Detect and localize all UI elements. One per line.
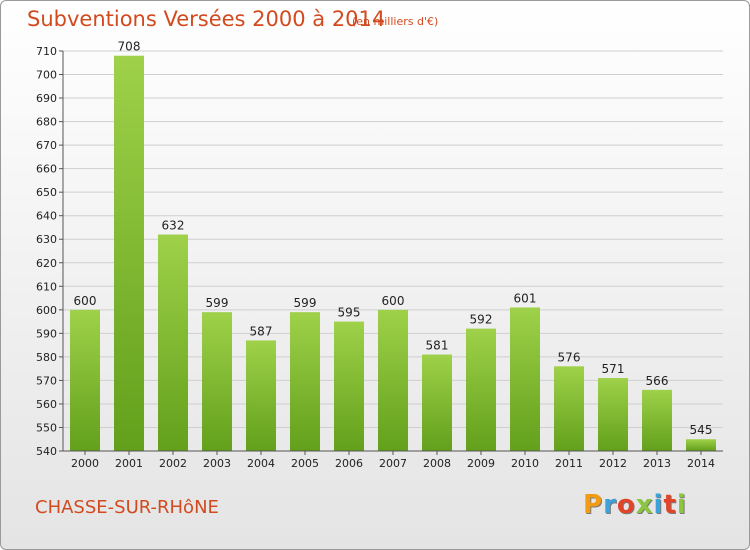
bar-2005 xyxy=(290,312,320,451)
x-tick-label-2008: 2008 xyxy=(423,457,451,470)
logo-letter: x xyxy=(635,490,654,520)
bar-2013 xyxy=(642,389,672,451)
x-tick-label-2012: 2012 xyxy=(599,457,627,470)
data-label-2007: 600 xyxy=(382,294,405,308)
place-name: CHASSE-SUR-RHôNE xyxy=(35,497,219,518)
bars xyxy=(70,55,716,452)
y-tick-label: 600 xyxy=(36,304,57,317)
bar-2009 xyxy=(466,328,496,451)
data-label-2001: 708 xyxy=(118,40,141,54)
x-tick-label-2006: 2006 xyxy=(335,457,363,470)
y-tick-label: 540 xyxy=(36,445,57,458)
y-tick-label: 590 xyxy=(36,327,57,340)
bar-2011 xyxy=(554,366,584,451)
logo-letter: P xyxy=(583,490,604,520)
data-label-2006: 595 xyxy=(338,306,361,320)
x-tick-label-2001: 2001 xyxy=(115,457,143,470)
y-tick-label: 580 xyxy=(36,351,57,364)
logo-letter: t xyxy=(663,490,677,520)
x-tick-label-2000: 2000 xyxy=(71,457,99,470)
data-label-2014: 545 xyxy=(690,423,713,437)
data-label-2013: 566 xyxy=(646,374,669,388)
logo-letter: o xyxy=(616,490,636,520)
y-tick-label: 680 xyxy=(36,116,57,129)
data-label-2005: 599 xyxy=(294,296,317,310)
y-tick-label: 610 xyxy=(36,280,57,293)
data-label-2010: 601 xyxy=(514,291,537,305)
logo-letter: i xyxy=(676,490,687,520)
x-tick-label-2003: 2003 xyxy=(203,457,231,470)
chart-subtitle: (en milliers d'€) xyxy=(352,15,439,28)
bar-2003 xyxy=(202,312,232,451)
bar-2010 xyxy=(510,307,540,451)
logo-letter: i xyxy=(653,490,664,520)
y-tick-label: 660 xyxy=(36,163,57,176)
x-tick-label-2009: 2009 xyxy=(467,457,495,470)
bar-2007 xyxy=(378,309,408,451)
bar-2012 xyxy=(598,378,628,451)
bar-2008 xyxy=(422,354,452,451)
x-tick-label-2011: 2011 xyxy=(555,457,583,470)
data-label-2009: 592 xyxy=(470,313,493,327)
y-tick-label: 650 xyxy=(36,186,57,199)
data-label-2011: 576 xyxy=(558,350,581,364)
y-tick-label: 570 xyxy=(36,374,57,387)
bar-2001 xyxy=(114,55,144,452)
data-label-2000: 600 xyxy=(74,294,97,308)
data-label-2008: 581 xyxy=(426,339,449,353)
y-tick-label: 620 xyxy=(36,257,57,270)
chart-title: Subventions Versées 2000 à 2014 xyxy=(27,7,386,31)
proxiti-logo: Proxiti xyxy=(583,490,687,520)
x-axis: 2000 2001 2002 2003 2004 2005 2006 2007 2008 2009… xyxy=(63,450,723,470)
data-label-2002: 632 xyxy=(162,219,185,233)
y-tick-label: 550 xyxy=(36,421,57,434)
bar-2004 xyxy=(246,340,276,451)
data-labels: 600 708 632 599 587 599 595 600 581 592 601 576 571 5… xyxy=(74,40,713,438)
y-tick-label: 630 xyxy=(36,233,57,246)
bar-2000 xyxy=(70,309,100,451)
data-label-2004: 587 xyxy=(250,324,273,338)
y-tick-label: 670 xyxy=(36,139,57,152)
x-tick-label-2002: 2002 xyxy=(159,457,187,470)
y-tick-label: 560 xyxy=(36,398,57,411)
y-tick-label: 700 xyxy=(36,69,57,82)
y-tick-label: 640 xyxy=(36,210,57,223)
x-tick-label-2010: 2010 xyxy=(511,457,539,470)
x-tick-label-2005: 2005 xyxy=(291,457,319,470)
x-tick-label-2004: 2004 xyxy=(247,457,275,470)
y-axis: 540 550 560 570 580 590 600 610 620 630 640 650 660 6… xyxy=(36,45,64,458)
x-tick-label-2013: 2013 xyxy=(643,457,671,470)
y-tick-label: 710 xyxy=(36,45,57,58)
y-tick-label: 690 xyxy=(36,92,57,105)
x-tick-label-2007: 2007 xyxy=(379,457,407,470)
logo-letter: r xyxy=(603,490,617,520)
x-tick-label-2014: 2014 xyxy=(687,457,715,470)
bar-2014 xyxy=(686,439,716,451)
bar-2006 xyxy=(334,321,364,451)
data-label-2003: 599 xyxy=(206,296,229,310)
bar-2002 xyxy=(158,234,188,451)
data-label-2012: 571 xyxy=(602,362,625,376)
